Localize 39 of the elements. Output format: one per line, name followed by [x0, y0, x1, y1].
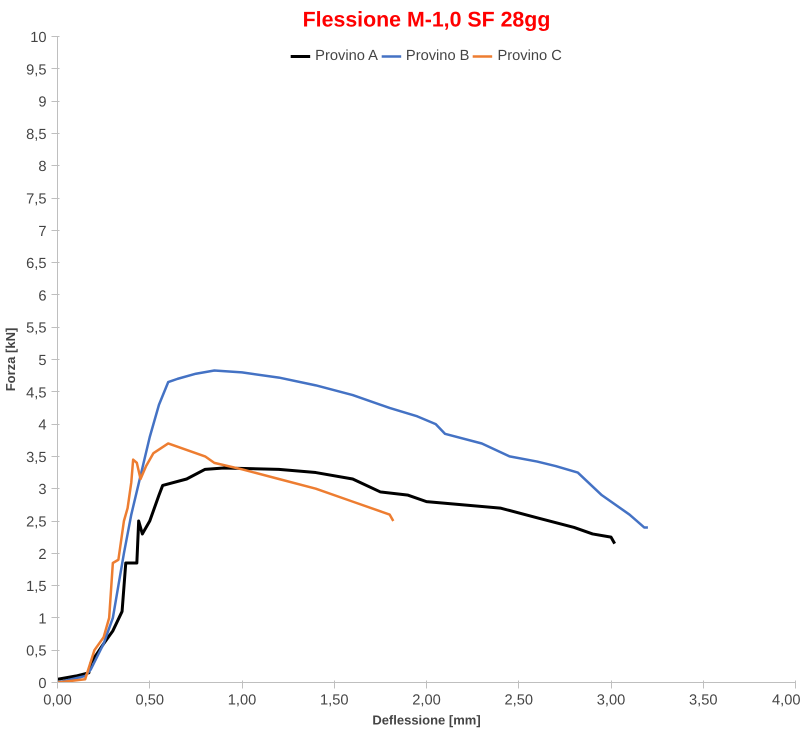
- x-tick-label: 0,00: [43, 692, 72, 708]
- y-tick-label: 3,5: [26, 450, 46, 466]
- line-series: [58, 369, 650, 682]
- y-tick-label: 7: [38, 224, 47, 240]
- y-tick-label: 5: [38, 353, 47, 369]
- x-tick-label: 1,50: [320, 692, 349, 708]
- y-axis-title: Forza [kN]: [3, 328, 18, 392]
- legend-label: Provino C: [497, 48, 562, 64]
- x-tick-label: 2,50: [504, 692, 534, 708]
- y-tick-label: 4: [38, 418, 47, 434]
- x-tick-label: 1,00: [228, 692, 256, 708]
- x-tick-label: 4,00: [772, 692, 801, 708]
- y-tick-label: 4,5: [26, 385, 46, 402]
- line-series: [58, 442, 395, 682]
- y-tick-label: 1,5: [26, 579, 46, 596]
- chart-title: Flessione M-1,0 SF 28gg: [302, 8, 550, 32]
- legend-label: Provino A: [315, 48, 378, 64]
- line-series: [58, 466, 616, 681]
- y-tick-label: 8,5: [26, 126, 46, 143]
- y-tick-label: 7,5: [26, 192, 46, 208]
- y-tick-label: 6,5: [26, 256, 46, 272]
- x-tick-label: 3,00: [596, 692, 626, 708]
- legend-label: Provino B: [406, 48, 470, 64]
- x-tick-label: 3,50: [688, 692, 718, 708]
- y-tick-label: 3: [38, 482, 47, 498]
- y-tick-label: 2: [38, 546, 47, 563]
- y-tick-label: 0,5: [26, 644, 46, 660]
- y-tick-label: 5,5: [26, 320, 46, 337]
- x-tick-label: 2,00: [412, 692, 441, 708]
- y-tick-label: 2,5: [26, 514, 46, 530]
- x-tick-label: 0,50: [135, 692, 164, 708]
- y-tick-label: 6: [38, 288, 47, 304]
- y-tick-label: 9,5: [26, 62, 46, 78]
- y-tick-label: 1: [38, 611, 47, 628]
- y-tick-label: 9: [38, 94, 47, 111]
- x-axis-title: Deflessione [mm]: [372, 712, 481, 728]
- y-tick-label: 10: [30, 30, 47, 46]
- y-tick-label: 0: [38, 676, 47, 692]
- y-tick-label: 8: [38, 159, 47, 176]
